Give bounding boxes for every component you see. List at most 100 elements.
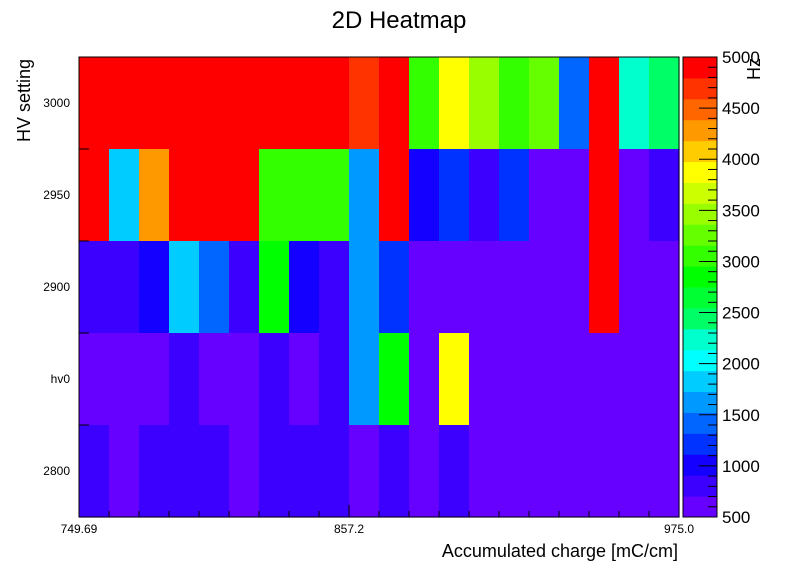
heatmap-cell (199, 333, 230, 426)
heatmap-cell (199, 57, 230, 150)
colorbar-segment (683, 433, 717, 455)
heatmap-cell (349, 333, 380, 426)
chart-title: 2D Heatmap (332, 7, 467, 34)
heatmap-cell (319, 333, 350, 426)
heatmap-cell (529, 57, 560, 150)
colorbar-segment (683, 98, 717, 121)
heatmap-cell (229, 57, 260, 150)
heatmap-cell (319, 57, 350, 150)
heatmap-cell (289, 425, 320, 518)
heatmap-cells (79, 57, 680, 518)
colorbar-tick-label: 1000 (722, 457, 760, 476)
y-axis-ticks: 3000 2950 2900 hv0 2800 (43, 56, 89, 518)
heatmap-cell (139, 57, 170, 150)
colorbar (682, 56, 718, 518)
heatmap-cell (259, 425, 290, 518)
heatmap-cell (349, 241, 380, 334)
y-tick-label: 2900 (43, 280, 70, 294)
x-axis-label: Accumulated charge [mC/cm] (442, 541, 678, 561)
colorbar-segment (683, 412, 717, 434)
heatmap-cell (619, 425, 650, 518)
heatmap-cell (169, 149, 200, 242)
colorbar-segment (683, 307, 717, 330)
heatmap-cell (559, 333, 590, 426)
heatmap-cell (469, 241, 500, 334)
heatmap-cell (649, 149, 680, 242)
heatmap-cell (199, 425, 230, 518)
heatmap-cell (439, 241, 470, 334)
heatmap-cell (199, 241, 230, 334)
heatmap-cell (589, 425, 620, 518)
heatmap-cell (319, 241, 350, 334)
x-tick-label: 857.2 (334, 522, 364, 536)
heatmap-cell (79, 333, 110, 426)
colorbar-label: Hz (744, 58, 764, 80)
y-tick-label: hv0 (51, 372, 71, 386)
heatmap-cell (439, 425, 470, 518)
colorbar-tick-label: 4000 (722, 150, 760, 169)
heatmap-cell (409, 149, 440, 242)
heatmap-cell (379, 241, 410, 334)
colorbar-tick-label: 500 (722, 508, 750, 527)
heatmap-cell (139, 333, 170, 426)
heatmap-cell (379, 57, 410, 150)
heatmap-cell (469, 425, 500, 518)
x-tick-label: 749.69 (61, 522, 98, 536)
heatmap-cell (79, 425, 110, 518)
colorbar-segment (683, 287, 717, 309)
heatmap-cell (79, 57, 110, 150)
heatmap-cell (529, 425, 560, 518)
colorbar-segment (683, 224, 717, 246)
heatmap-cell (379, 149, 410, 242)
y-axis-label: HV setting (14, 59, 34, 142)
colorbar-tick-label: 4500 (722, 99, 760, 118)
heatmap-cell (409, 333, 440, 426)
heatmap-cell (499, 333, 530, 426)
colorbar-segment (683, 203, 717, 225)
heatmap-cell (559, 149, 590, 242)
heatmap-cell (259, 57, 290, 150)
heatmap-cell (529, 333, 560, 426)
heatmap-cell (559, 241, 590, 334)
heatmap-cell (649, 425, 680, 518)
y-tick-label: 2950 (43, 188, 70, 202)
heatmap-cell (229, 241, 260, 334)
heatmap-cell (379, 425, 410, 518)
colorbar-segment (683, 496, 717, 518)
heatmap-cell (289, 57, 320, 150)
heatmap-cell (649, 241, 680, 334)
colorbar-segment (683, 328, 717, 351)
colorbar-segment (683, 349, 717, 372)
x-axis-ticks: 749.69 857.2 975.0 (61, 505, 694, 536)
y-tick-label: 2800 (43, 464, 70, 478)
colorbar-tick-label: 1500 (722, 406, 760, 425)
heatmap-cell (109, 149, 140, 242)
heatmap-cell (619, 149, 650, 242)
colorbar-segment (683, 475, 717, 497)
heatmap-cell (499, 57, 530, 150)
y-tick-label: 3000 (43, 96, 70, 110)
colorbar-segment (683, 266, 717, 288)
heatmap-cell (529, 241, 560, 334)
x-tick-label: 975.0 (664, 522, 694, 536)
heatmap-cell (649, 333, 680, 426)
colorbar-tick-label: 2000 (722, 355, 760, 374)
heatmap-cell (349, 425, 380, 518)
heatmap-cell (109, 57, 140, 150)
heatmap-cell (469, 149, 500, 242)
colorbar-tick-label: 5000 (722, 48, 760, 67)
heatmap-cell (499, 241, 530, 334)
heatmap-cell (229, 333, 260, 426)
colorbar-segment (683, 182, 717, 204)
heatmap-cell (499, 425, 530, 518)
heatmap-cell (349, 149, 380, 242)
colorbar-segment (683, 245, 717, 267)
heatmap-cell (349, 57, 380, 150)
heatmap-cell (439, 57, 470, 150)
colorbar-tick-label: 2500 (722, 304, 760, 323)
heatmap-cell (589, 333, 620, 426)
heatmap-cell (259, 149, 290, 242)
heatmap-cell (139, 149, 170, 242)
heatmap-cell (619, 333, 650, 426)
